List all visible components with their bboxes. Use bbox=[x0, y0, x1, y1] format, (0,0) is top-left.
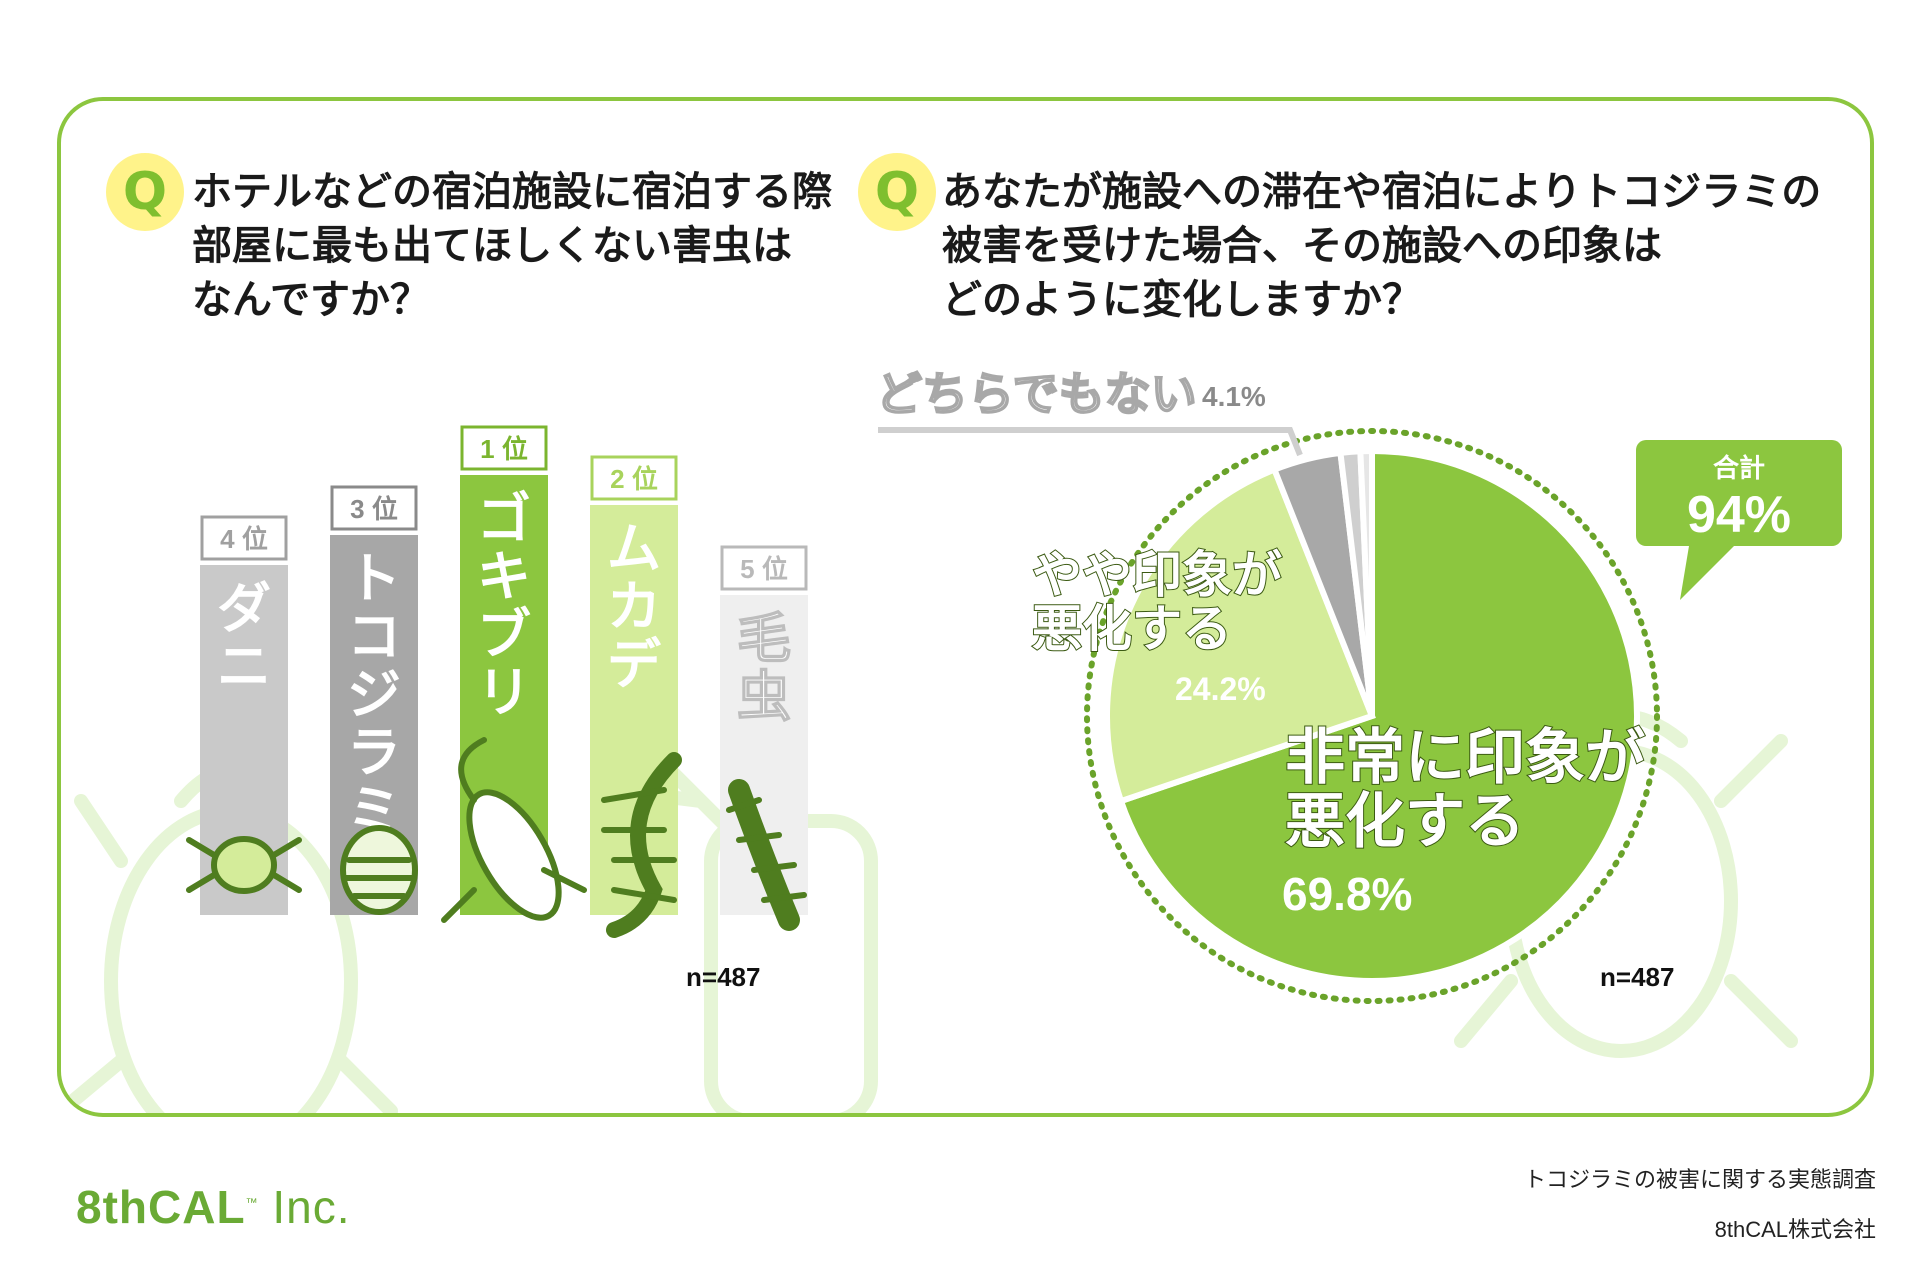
slice-value-1: 69.8% bbox=[1282, 868, 1412, 920]
caterpillar-icon bbox=[726, 779, 807, 931]
rank-box-5 bbox=[720, 545, 808, 591]
company-name: 8thCAL株式会社 bbox=[1714, 1217, 1876, 1242]
cockroach-legs bbox=[441, 737, 587, 923]
bar-label-1: ダニ bbox=[217, 577, 271, 698]
slice-value-2: 24.2% bbox=[1175, 671, 1266, 707]
pie-chart-n-label: n=487 bbox=[1600, 962, 1675, 992]
centipede-legs bbox=[601, 787, 677, 903]
rank-label-3: 1 位 bbox=[480, 434, 528, 464]
rank-box-2 bbox=[330, 485, 418, 531]
bedbug-body bbox=[340, 825, 418, 915]
right-question-text: あなたが施設への滞在や宿泊によりトコジラミの 被害を受けた場合、その施設への印象… bbox=[942, 169, 1822, 323]
rank-label-5: 5 位 bbox=[740, 554, 788, 584]
bedbug-icon bbox=[340, 825, 418, 915]
bar-label-3: ゴキブリ bbox=[477, 487, 531, 724]
rank-box-4 bbox=[590, 455, 678, 501]
pie-dotted-ring bbox=[1084, 428, 1660, 1004]
bar-chart-n-label: n=487 bbox=[686, 962, 761, 992]
bar-label-5: 毛虫 bbox=[737, 607, 791, 728]
rank-box-3 bbox=[460, 425, 548, 471]
logo-tm: ™ bbox=[245, 1195, 259, 1210]
bar-label-2: トコジラミ bbox=[347, 547, 401, 842]
left-question-text: ホテルなどの宿泊施設に宿泊する際 部屋に最も出てほしくない害虫は なんですか？ bbox=[192, 169, 832, 323]
bar-label-4: ムカデ bbox=[607, 517, 662, 696]
cockroach-body bbox=[466, 789, 562, 921]
company-logo: 8thCAL™ Inc. bbox=[76, 1180, 350, 1234]
total-callout: 合計 94% bbox=[1636, 440, 1842, 546]
neutral-leader-line bbox=[878, 427, 1303, 457]
mite-body bbox=[211, 836, 277, 894]
logo-bold-text: 8thCAL bbox=[76, 1181, 246, 1233]
rank-box-1 bbox=[200, 515, 288, 561]
centipede-icon bbox=[601, 752, 682, 938]
slice-value-3: 4.1% bbox=[1202, 381, 1266, 412]
caterpillar-spines bbox=[726, 797, 807, 903]
cockroach-icon bbox=[441, 737, 587, 923]
survey-title: トコジラミの被害に関する実態調査 bbox=[1523, 1167, 1876, 1192]
slice-label-3: どちらでもない bbox=[876, 367, 1197, 421]
pie-slice-5 bbox=[1357, 447, 1375, 717]
slice-label-2: やや印象が悪化する bbox=[1032, 546, 1282, 658]
mite-legs bbox=[186, 837, 302, 893]
total-label: 合計 bbox=[1712, 454, 1765, 484]
rank-label-2: 3 位 bbox=[350, 494, 398, 524]
rank-label-1: 4 位 bbox=[220, 524, 268, 554]
logo-rest-text: Inc. bbox=[258, 1181, 351, 1233]
mite-icon bbox=[186, 836, 302, 894]
total-value: 94% bbox=[1686, 486, 1792, 544]
rank-label-4: 2 位 bbox=[610, 464, 658, 494]
right-question-badge: Q bbox=[858, 153, 936, 231]
pie-slice-1 bbox=[1117, 447, 1640, 984]
left-question-badge: Q bbox=[106, 153, 184, 231]
slice-label-1: 非常に印象が悪化する bbox=[1285, 723, 1645, 857]
bedbug-stripes bbox=[343, 857, 415, 899]
